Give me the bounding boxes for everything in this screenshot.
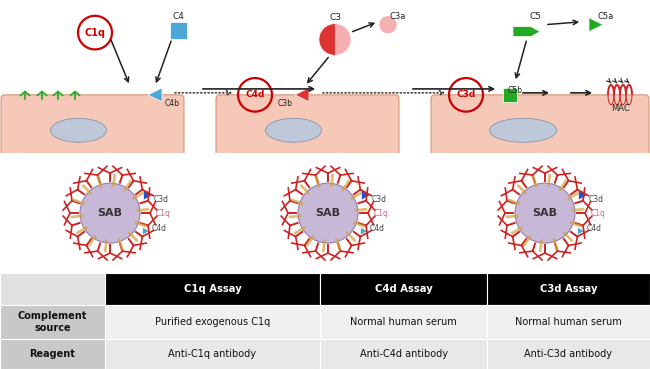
Text: C4d Assay: C4d Assay bbox=[374, 284, 432, 294]
Text: C1q: C1q bbox=[374, 208, 389, 218]
Text: C4b: C4b bbox=[165, 99, 180, 108]
Polygon shape bbox=[144, 190, 153, 200]
Text: SAB: SAB bbox=[532, 208, 558, 218]
Bar bbox=[320, 339, 487, 369]
Bar bbox=[170, 22, 187, 39]
Bar bbox=[320, 273, 487, 305]
Text: C1q: C1q bbox=[156, 208, 171, 218]
Text: Normal human serum: Normal human serum bbox=[350, 317, 457, 327]
Text: C3b: C3b bbox=[278, 99, 292, 108]
Text: C5: C5 bbox=[529, 12, 541, 21]
Text: Anti-C3d antibody: Anti-C3d antibody bbox=[525, 349, 612, 359]
Bar bbox=[487, 339, 650, 369]
Text: C1q: C1q bbox=[591, 208, 606, 218]
Bar bbox=[0, 273, 105, 305]
Text: C3a: C3a bbox=[390, 12, 406, 21]
Polygon shape bbox=[335, 24, 351, 55]
Text: C1q: C1q bbox=[84, 28, 105, 38]
Text: Reagent: Reagent bbox=[29, 349, 75, 359]
Text: C4: C4 bbox=[172, 12, 184, 21]
Bar bbox=[105, 339, 320, 369]
Ellipse shape bbox=[489, 118, 557, 142]
Circle shape bbox=[298, 183, 358, 243]
Bar bbox=[105, 305, 320, 339]
Text: Anti-C1q antibody: Anti-C1q antibody bbox=[168, 349, 257, 359]
Circle shape bbox=[80, 183, 140, 243]
Polygon shape bbox=[513, 27, 540, 37]
Text: MAC: MAC bbox=[610, 104, 629, 113]
Text: C5a: C5a bbox=[598, 12, 614, 21]
Bar bbox=[487, 305, 650, 339]
Text: C3d: C3d bbox=[372, 194, 387, 204]
Polygon shape bbox=[361, 190, 370, 200]
Text: C5b: C5b bbox=[508, 86, 523, 95]
FancyBboxPatch shape bbox=[216, 95, 399, 157]
Text: C4d: C4d bbox=[587, 224, 602, 232]
Text: C3: C3 bbox=[329, 13, 341, 22]
Bar bbox=[0, 339, 105, 369]
Polygon shape bbox=[361, 227, 367, 235]
Bar bbox=[487, 273, 650, 305]
Circle shape bbox=[515, 183, 575, 243]
Text: C4d: C4d bbox=[370, 224, 385, 232]
Polygon shape bbox=[578, 190, 588, 200]
Text: C4d: C4d bbox=[245, 90, 265, 99]
Text: Normal human serum: Normal human serum bbox=[515, 317, 622, 327]
Text: SAB: SAB bbox=[315, 208, 341, 218]
Polygon shape bbox=[379, 16, 388, 34]
Bar bbox=[503, 88, 517, 102]
Text: Anti-C4d antibody: Anti-C4d antibody bbox=[359, 349, 447, 359]
Polygon shape bbox=[148, 88, 162, 102]
Text: C3d: C3d bbox=[456, 90, 476, 99]
Text: SAB: SAB bbox=[98, 208, 122, 218]
Bar bbox=[320, 305, 487, 339]
Polygon shape bbox=[589, 18, 603, 32]
Polygon shape bbox=[295, 88, 309, 102]
Polygon shape bbox=[142, 227, 150, 235]
Text: C1q Assay: C1q Assay bbox=[183, 284, 241, 294]
Polygon shape bbox=[577, 227, 584, 235]
Bar bbox=[105, 273, 320, 305]
FancyBboxPatch shape bbox=[1, 95, 184, 157]
Text: C3d: C3d bbox=[589, 194, 604, 204]
Polygon shape bbox=[319, 24, 335, 55]
Ellipse shape bbox=[51, 118, 107, 142]
Bar bbox=[0, 305, 105, 339]
Text: C3d Assay: C3d Assay bbox=[540, 284, 597, 294]
Ellipse shape bbox=[265, 118, 322, 142]
Polygon shape bbox=[388, 16, 397, 34]
Text: Purified exogenous C1q: Purified exogenous C1q bbox=[155, 317, 270, 327]
Text: Complement
source: Complement source bbox=[18, 311, 87, 333]
FancyBboxPatch shape bbox=[431, 95, 649, 157]
Text: C4d: C4d bbox=[152, 224, 167, 232]
Text: C3d: C3d bbox=[154, 194, 169, 204]
